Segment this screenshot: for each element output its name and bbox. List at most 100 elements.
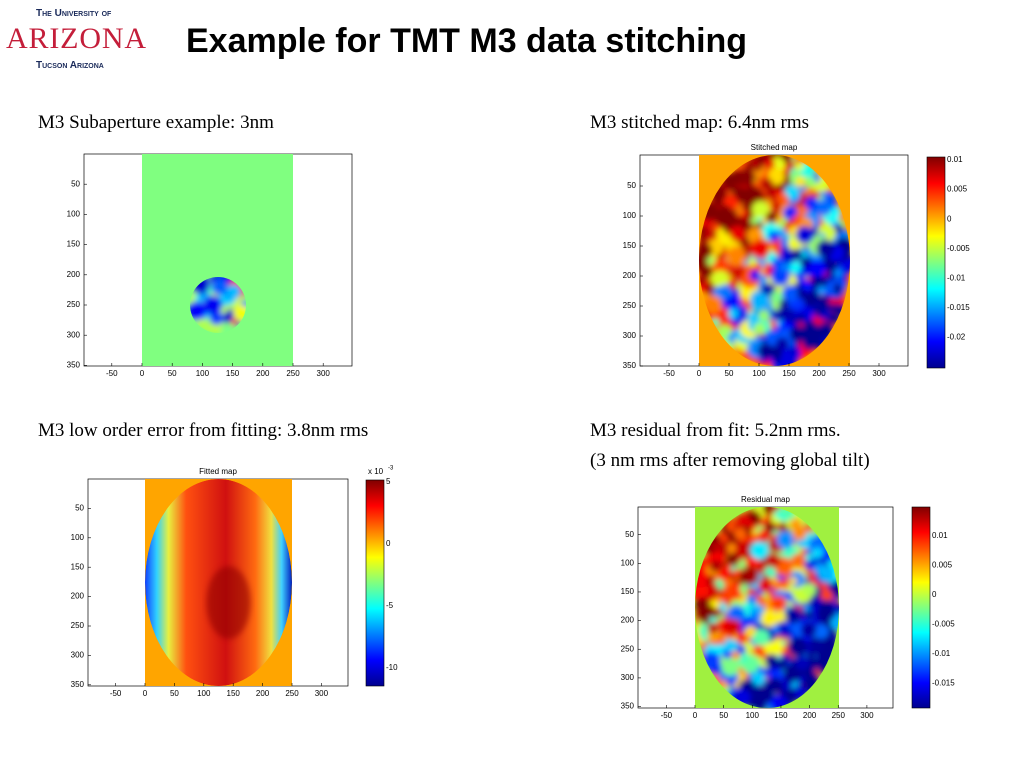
slide-title: Example for TMT M3 data stitching	[186, 22, 747, 60]
map-blob	[734, 528, 747, 540]
map-blob	[707, 622, 719, 634]
colorbar-label: 0	[947, 214, 952, 223]
map-blob	[749, 269, 761, 281]
colorbar-label: -10	[386, 663, 398, 672]
colorbar-label: -0.015	[932, 679, 955, 688]
x-tick-label: 0	[143, 689, 148, 698]
map-blob	[818, 566, 827, 575]
plot-title: Residual map	[741, 495, 790, 504]
x-tick-label: 100	[752, 369, 766, 378]
x-tick-label: 300	[317, 369, 331, 378]
map-blob	[789, 261, 802, 274]
caption: M3 residual from fit: 5.2nm rms.	[590, 420, 841, 441]
x-tick-label: 200	[803, 711, 817, 720]
x-tick-label: 150	[774, 711, 788, 720]
x-tick-label: 150	[782, 369, 796, 378]
map-blob	[775, 337, 789, 351]
y-tick-label: 300	[623, 331, 637, 340]
colorbar-label: -0.01	[932, 649, 951, 658]
panels: M3 Subaperture example: 3nm-50 0 50 100 150 2…	[38, 112, 970, 720]
y-tick-label: 300	[621, 673, 635, 682]
map-blob	[739, 652, 749, 662]
y-tick-label: 350	[67, 361, 81, 370]
x-tick-label: 100	[196, 369, 210, 378]
map-blob	[760, 177, 774, 191]
y-tick-label: 100	[71, 533, 85, 542]
map-blob	[751, 536, 758, 543]
map-blob	[699, 237, 706, 244]
map-blob	[203, 295, 223, 315]
map-blob	[718, 284, 733, 299]
map-blob	[753, 293, 771, 310]
map-blob	[722, 585, 735, 599]
x-tick-label: 250	[832, 711, 846, 720]
map-blob	[726, 246, 747, 266]
map-blob	[747, 594, 757, 605]
map-blob	[738, 574, 749, 584]
x-tick-label: 300	[315, 689, 329, 698]
map-blob	[794, 655, 810, 671]
map-blob	[211, 278, 228, 296]
map-blob	[825, 273, 835, 282]
map-blob	[768, 168, 785, 186]
y-tick-label: 350	[71, 680, 85, 689]
map-blob	[763, 157, 775, 169]
map-blob	[750, 216, 759, 225]
map-blob	[792, 526, 807, 541]
map-blob	[738, 168, 756, 186]
x-tick-label: 300	[860, 711, 874, 720]
y-tick-label: 100	[621, 558, 635, 567]
caption: M3 low order error from fitting: 3.8nm r…	[38, 420, 368, 441]
colorbar-label: 0.01	[947, 155, 963, 164]
map-blob	[717, 567, 731, 581]
x-tick-label: 250	[842, 369, 856, 378]
map-blob	[752, 200, 770, 219]
map-blob	[748, 258, 757, 267]
map-blob	[803, 291, 820, 308]
map-blob	[746, 589, 754, 597]
x-tick-label: 150	[227, 689, 241, 698]
colorbar-label: 0.005	[932, 561, 953, 570]
colorbar	[365, 479, 385, 687]
y-tick-label: 350	[621, 702, 635, 711]
x-tick-label: 0	[693, 711, 698, 720]
y-tick-label: 350	[623, 361, 637, 370]
map-blob	[721, 657, 740, 676]
map-blob	[726, 619, 742, 634]
caption: (3 nm rms after removing global tilt)	[590, 450, 870, 471]
y-tick-label: 150	[67, 240, 81, 249]
map-blob	[703, 295, 723, 315]
map-blob	[823, 606, 836, 619]
map-blob	[750, 239, 771, 259]
map-blob	[709, 559, 722, 573]
x-tick-label: 300	[872, 369, 886, 378]
map-blob	[699, 242, 713, 259]
x-tick-label: 250	[286, 369, 300, 378]
map-blob	[759, 528, 769, 539]
map-blob	[726, 553, 739, 565]
map-blob	[712, 257, 730, 275]
map-blob	[801, 622, 817, 638]
map-blob	[790, 553, 806, 569]
map-blob	[731, 650, 741, 661]
map-blob	[833, 268, 843, 278]
map-blob	[781, 284, 800, 303]
colorbar-scale: x 10	[368, 467, 384, 476]
map-blob	[736, 645, 746, 655]
map-blob	[787, 636, 808, 657]
x-tick-label: 50	[719, 711, 728, 720]
map-blob	[704, 230, 715, 241]
map-blob	[770, 624, 780, 634]
map-blob	[778, 352, 798, 366]
map-blob	[789, 325, 806, 343]
map-blob	[795, 226, 814, 245]
map-blob	[711, 270, 730, 289]
map-blob	[776, 658, 788, 670]
y-tick-label: 200	[67, 270, 81, 279]
colorbar-label: 0.01	[932, 531, 948, 540]
logo-name: ARIZONA	[6, 22, 146, 55]
x-tick-label: 0	[697, 369, 702, 378]
surface-map	[145, 479, 292, 686]
map-blob	[753, 322, 765, 335]
